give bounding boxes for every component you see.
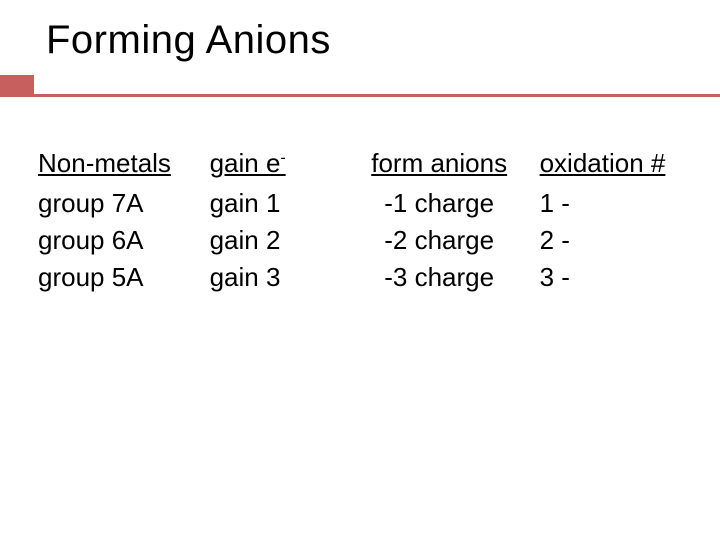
page-title: Forming Anions bbox=[46, 18, 720, 63]
cell-gain: gain 2 bbox=[202, 222, 347, 259]
cell-ox: 1 - bbox=[532, 185, 690, 222]
cell-group: group 5A bbox=[30, 259, 202, 296]
table-row: group 5A gain 3 -3 charge 3 - bbox=[30, 259, 690, 296]
title-area: Forming Anions bbox=[0, 0, 720, 63]
table-header-row: Non-metals gain e- form anions oxidation… bbox=[30, 145, 690, 185]
cell-group: group 6A bbox=[30, 222, 202, 259]
accent-rule bbox=[0, 75, 720, 97]
cell-charge: -1 charge bbox=[347, 185, 532, 222]
cell-gain: gain 3 bbox=[202, 259, 347, 296]
header-form-anions: form anions bbox=[347, 145, 532, 185]
accent-line bbox=[34, 94, 720, 97]
header-gain-e: gain e- bbox=[202, 145, 347, 185]
content-area: Non-metals gain e- form anions oxidation… bbox=[0, 97, 720, 296]
table-row: group 6A gain 2 -2 charge 2 - bbox=[30, 222, 690, 259]
cell-ox: 2 - bbox=[532, 222, 690, 259]
anions-table: Non-metals gain e- form anions oxidation… bbox=[30, 145, 690, 296]
cell-ox: 3 - bbox=[532, 259, 690, 296]
cell-charge: -2 charge bbox=[347, 222, 532, 259]
table-row: group 7A gain 1 -1 charge 1 - bbox=[30, 185, 690, 222]
cell-gain: gain 1 bbox=[202, 185, 347, 222]
header-nonmetals: Non-metals bbox=[30, 145, 202, 185]
header-gain-sup: - bbox=[280, 149, 285, 166]
header-oxidation: oxidation # bbox=[532, 145, 690, 185]
accent-block bbox=[0, 75, 34, 97]
header-gain-text: gain e bbox=[210, 148, 281, 178]
cell-group: group 7A bbox=[30, 185, 202, 222]
cell-charge: -3 charge bbox=[347, 259, 532, 296]
